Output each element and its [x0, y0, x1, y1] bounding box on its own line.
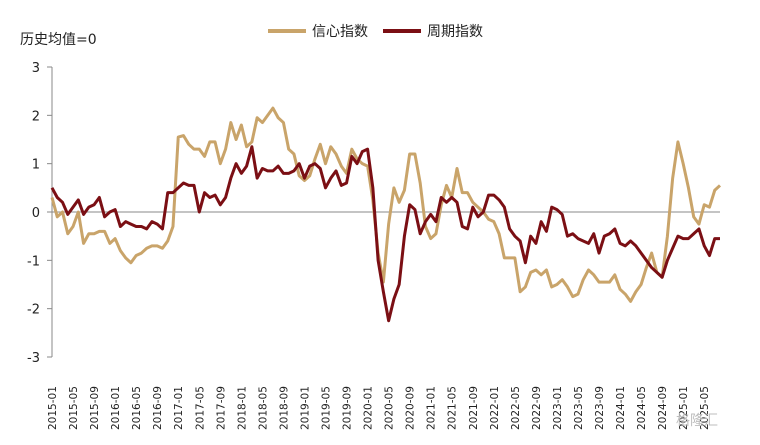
x-tick-label: 2020-01: [363, 386, 375, 430]
x-tick-label: 2017-01: [173, 386, 185, 430]
y-tick-label: 2: [32, 109, 40, 124]
x-tick-label: 2019-05: [321, 386, 333, 430]
x-tick-label: 2015-09: [89, 386, 101, 430]
x-tick-label: 2023-09: [594, 386, 606, 430]
x-tick-label: 2016-01: [110, 386, 122, 430]
x-tick-label: 2024-05: [636, 386, 648, 430]
x-tick-label: 2018-05: [257, 386, 269, 430]
y-tick-label: 3: [32, 61, 40, 76]
x-tick-label: 2016-05: [131, 386, 143, 430]
x-tick-label: 2024-01: [615, 386, 627, 430]
x-tick-label: 2016-09: [152, 386, 164, 430]
y-tick-label: 1: [32, 158, 40, 173]
x-tick-label: 2022-05: [510, 386, 522, 430]
legend: 信心指数 周期指数: [268, 24, 483, 40]
x-tick-label: 2018-01: [236, 386, 248, 430]
x-tick-label: 2015-01: [47, 386, 59, 430]
x-tick-label: 2017-09: [215, 386, 227, 430]
x-tick-label: 2019-01: [299, 386, 311, 430]
y-tick-label: -1: [27, 254, 40, 269]
x-tick-label: 2021-05: [447, 386, 459, 430]
x-tick-label: 2022-09: [531, 386, 543, 430]
y-tick-label: -2: [27, 303, 40, 318]
x-tick-label: 2024-09: [657, 386, 669, 430]
y-axis-note: 历史均值=0: [20, 32, 97, 48]
x-axis: 2015-01 2015-05 2015-09 2016-01 2016-05 2016-…: [47, 386, 711, 430]
watermark-text: 格隆汇: [676, 413, 718, 429]
x-tick-label: 2025-05: [699, 386, 711, 430]
x-tick-label: 2021-01: [426, 386, 438, 430]
x-tick-label: 2020-05: [384, 386, 396, 430]
x-tick-label: 2018-09: [278, 386, 290, 430]
series-line-cycle: [50, 145, 720, 323]
plot-lines: [50, 106, 722, 323]
x-tick-label: 2019-09: [342, 386, 354, 430]
legend-label-cycle: 周期指数: [427, 24, 483, 40]
legend-label-confidence: 信心指数: [312, 24, 368, 40]
y-tick-label: 0: [32, 206, 40, 221]
x-tick-label: 2023-05: [573, 386, 585, 430]
series-line-confidence: [50, 106, 722, 303]
x-tick-label: 2022-01: [489, 386, 501, 430]
x-tick-label: 2023-01: [552, 386, 564, 430]
y-axis: 3 2 1 0 -1 -2 -3: [27, 61, 53, 366]
x-tick-label: 2025-01: [678, 386, 690, 430]
x-tick-label: 2017-05: [194, 386, 206, 430]
y-tick-label: -3: [27, 351, 40, 366]
x-tick-label: 2020-09: [405, 386, 417, 430]
x-tick-label: 2021-09: [468, 386, 480, 430]
x-tick-label: 2015-05: [68, 386, 80, 430]
